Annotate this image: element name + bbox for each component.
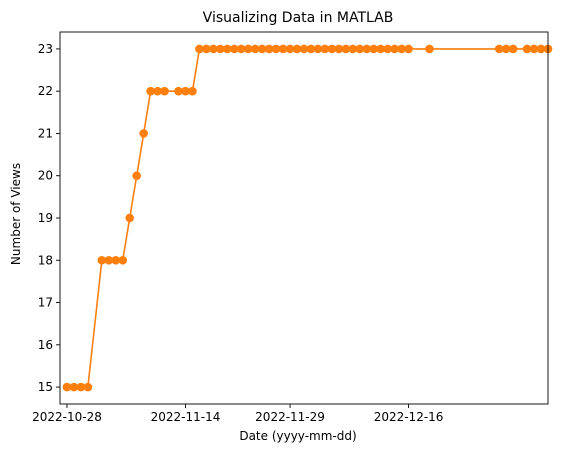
data-point — [236, 44, 246, 54]
data-point — [209, 44, 218, 54]
data-point — [83, 382, 93, 392]
y-tick-label: 19 — [38, 211, 53, 225]
data-point — [334, 44, 344, 54]
data-point — [174, 86, 183, 96]
x-tick-label: 2022-11-29 — [255, 410, 325, 424]
data-point — [76, 382, 86, 392]
data-point — [118, 255, 128, 265]
data-point — [355, 44, 365, 54]
y-tick-label: 21 — [38, 126, 53, 140]
data-point — [153, 86, 162, 96]
y-tick-label: 16 — [38, 338, 53, 352]
y-tick-label: 17 — [38, 296, 53, 310]
data-point — [404, 44, 413, 54]
data-point — [146, 86, 155, 96]
data-point — [223, 44, 232, 54]
data-point — [264, 44, 274, 54]
data-point — [383, 44, 392, 54]
data-point — [299, 44, 309, 54]
data-point — [69, 382, 79, 392]
x-tick-label: 2022-11-14 — [151, 410, 221, 424]
data-point — [216, 44, 225, 54]
data-point — [139, 129, 148, 138]
data-point — [376, 44, 385, 54]
data-point — [390, 44, 399, 54]
axes: 15 16 17 18 19 20 21 22 23 2022-10-28 2022-11-14 20… — [32, 31, 549, 424]
chart-title: Visualizing Data in MATLAB — [203, 10, 394, 26]
x-tick-label: 2022-10-28 — [32, 410, 102, 424]
data-series — [62, 44, 553, 392]
data-point — [529, 44, 539, 54]
data-point — [243, 44, 253, 54]
data-point — [111, 255, 121, 265]
data-point — [292, 44, 302, 54]
y-tick-label: 15 — [38, 380, 53, 394]
data-point — [257, 44, 267, 54]
data-point — [132, 171, 141, 181]
data-point — [522, 44, 532, 54]
data-point — [320, 44, 330, 54]
data-point — [501, 44, 511, 54]
data-point — [327, 44, 337, 54]
data-point — [202, 44, 211, 54]
data-point — [104, 255, 114, 265]
x-tick-label: 2022-12-16 — [374, 410, 444, 424]
data-point — [536, 44, 546, 54]
data-point — [250, 44, 260, 54]
data-point — [271, 44, 281, 54]
data-point — [97, 255, 107, 265]
data-point — [306, 44, 316, 54]
plot-area — [60, 32, 548, 404]
data-point — [229, 44, 239, 54]
data-point — [348, 44, 358, 54]
y-tick-label: 23 — [38, 42, 53, 56]
data-point — [369, 44, 379, 54]
data-point — [508, 44, 518, 54]
data-point — [160, 86, 169, 96]
data-point — [62, 382, 72, 392]
y-tick-label: 18 — [38, 253, 53, 267]
data-point — [362, 44, 372, 54]
data-point — [397, 44, 406, 54]
data-point — [494, 44, 504, 54]
y-axis-title: Number of Views — [9, 163, 23, 265]
data-point — [195, 44, 204, 54]
data-point — [285, 44, 295, 54]
y-tick-label: 20 — [38, 169, 53, 183]
data-point — [125, 213, 135, 223]
plot-background — [60, 32, 548, 404]
y-tick-label: 22 — [38, 84, 53, 98]
data-point — [313, 44, 323, 54]
data-point — [341, 44, 351, 54]
data-point — [181, 86, 190, 96]
x-axis-title: Date (yyyy-mm-dd) — [239, 429, 356, 443]
data-point — [425, 44, 434, 54]
data-point — [188, 86, 197, 96]
data-point — [278, 44, 288, 54]
